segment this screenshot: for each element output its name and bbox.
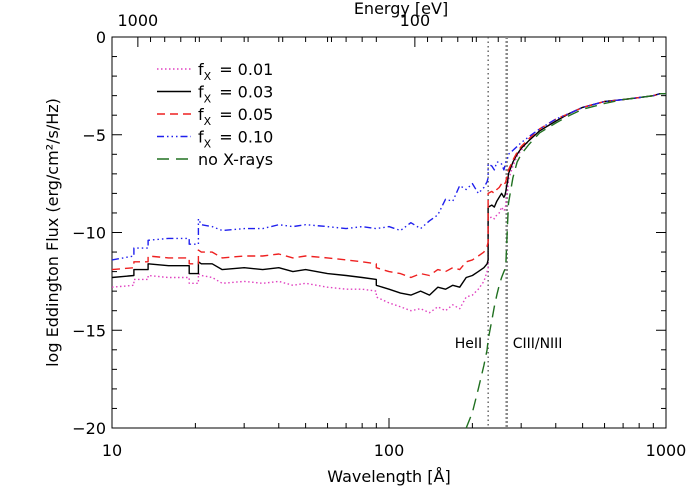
marker-label-heii: HeII — [455, 336, 482, 352]
axis-labels-group: Wavelength [Å] log Eddington Flux (erg/cm… — [43, 0, 451, 486]
series-line-0 — [111, 93, 666, 314]
top-tick-label: 100 — [400, 11, 431, 30]
legend-label-sub: X — [204, 70, 212, 83]
plot-frame-group — [111, 36, 667, 429]
vertical-markers-group: HeII CIII/NIII — [455, 37, 563, 428]
legend-label-1: fX = 0.03 — [198, 83, 273, 106]
plot-frame — [111, 36, 667, 429]
y-tick-label: −5 — [82, 126, 106, 145]
legend-label-2: fX = 0.05 — [198, 105, 273, 128]
legend-label-sub: X — [204, 138, 212, 151]
legend-label-main: f — [198, 105, 204, 124]
top-tick-label: 1000 — [118, 11, 159, 30]
series-line-1 — [111, 93, 666, 296]
top-axis-label: Energy [eV] — [354, 0, 448, 18]
series-line-2 — [111, 93, 666, 279]
legend-label-sub: X — [204, 115, 212, 128]
y-tick-label: 0 — [96, 28, 106, 47]
series-line-3 — [111, 93, 666, 261]
series-line-4 — [465, 93, 666, 429]
legend-label-main: f — [198, 83, 204, 102]
series-group — [111, 93, 666, 429]
legend-label-3: fX = 0.10 — [198, 128, 273, 151]
x-tick-label: 10 — [102, 441, 122, 460]
legend-label-value: = 0.03 — [219, 83, 273, 102]
x-axis-label: Wavelength [Å] — [327, 467, 450, 486]
legend-label-0: fX = 0.01 — [198, 60, 273, 83]
y-tick-label: −15 — [72, 321, 106, 340]
legend-label-value: = 0.10 — [219, 128, 273, 147]
y-tick-label: −20 — [72, 419, 106, 438]
x-tick-label: 1000 — [646, 441, 687, 460]
x-tick-label: 100 — [374, 441, 405, 460]
legend-label-value: = 0.05 — [219, 105, 273, 124]
legend-label-value: = 0.01 — [219, 60, 273, 79]
y-axis-label: log Eddington Flux (erg/cm²/s/Hz) — [43, 98, 62, 367]
y-tick-label: −10 — [72, 224, 106, 243]
marker-label-ciii-niii: CIII/NIII — [513, 336, 563, 352]
legend-label-sub: X — [204, 93, 212, 106]
legend-label-main: f — [198, 60, 204, 79]
legend-label-main: no X-rays — [198, 150, 273, 169]
legend-label-main: f — [198, 128, 204, 147]
legend-label-4: no X-rays — [198, 150, 273, 169]
